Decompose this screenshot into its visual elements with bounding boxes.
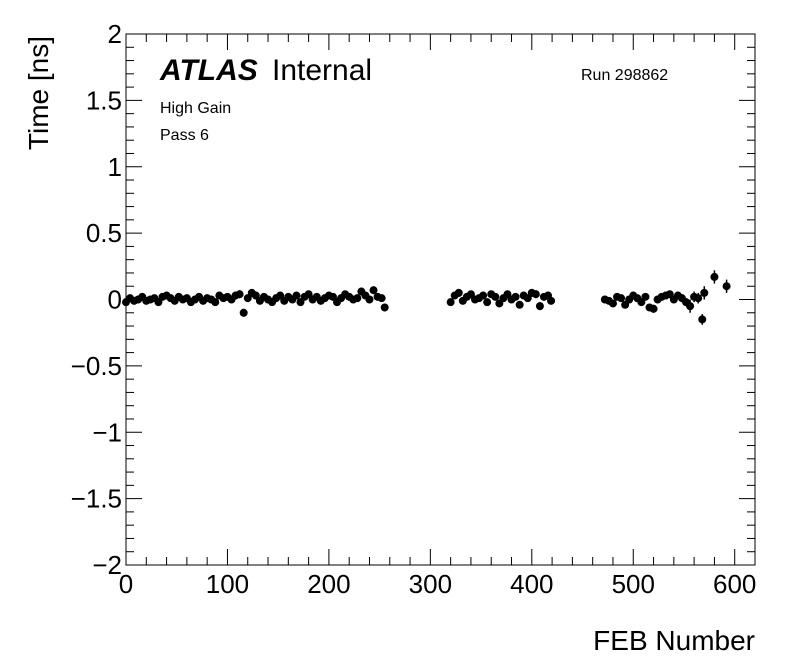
x-tick-label: 400 bbox=[510, 569, 553, 599]
point-marker bbox=[617, 294, 626, 303]
data-point bbox=[353, 294, 362, 303]
data-point bbox=[617, 294, 626, 303]
data-point bbox=[211, 298, 220, 307]
pass-label: Pass 6 bbox=[160, 127, 209, 144]
point-marker bbox=[511, 292, 520, 301]
data-points bbox=[122, 270, 731, 325]
data-point bbox=[369, 286, 378, 295]
point-marker bbox=[483, 298, 492, 307]
point-marker bbox=[547, 296, 556, 305]
data-point bbox=[710, 270, 719, 284]
axis-ticks bbox=[125, 33, 756, 566]
y-tick-label: −2 bbox=[92, 550, 122, 580]
data-point bbox=[531, 290, 540, 299]
data-point bbox=[698, 314, 707, 325]
point-marker bbox=[365, 295, 374, 304]
x-tick-label: 0 bbox=[119, 569, 133, 599]
data-point bbox=[377, 294, 386, 303]
x-tick-label: 100 bbox=[206, 569, 249, 599]
gain-label: High Gain bbox=[160, 100, 231, 117]
data-point bbox=[454, 288, 463, 297]
point-marker bbox=[641, 292, 650, 301]
y-tick-label: 0 bbox=[108, 285, 122, 315]
data-point bbox=[547, 296, 556, 305]
point-marker bbox=[211, 298, 220, 307]
point-marker bbox=[377, 294, 386, 303]
data-point bbox=[479, 291, 488, 300]
x-tick-label: 500 bbox=[612, 569, 655, 599]
point-marker bbox=[515, 300, 524, 309]
point-marker bbox=[531, 290, 540, 299]
point-marker bbox=[454, 288, 463, 297]
data-point bbox=[515, 300, 524, 309]
data-point bbox=[446, 298, 455, 307]
point-marker bbox=[239, 308, 248, 317]
data-point bbox=[649, 304, 658, 313]
data-point bbox=[694, 292, 703, 304]
point-marker bbox=[686, 302, 695, 311]
point-marker bbox=[710, 272, 719, 281]
internal-label: Internal bbox=[272, 54, 372, 87]
x-axis-title: FEB Number bbox=[593, 625, 755, 656]
data-point bbox=[511, 292, 520, 301]
point-marker bbox=[369, 286, 378, 295]
point-marker bbox=[479, 291, 488, 300]
y-tick-label: −1 bbox=[92, 417, 122, 447]
point-marker bbox=[722, 282, 731, 291]
data-point bbox=[722, 279, 731, 293]
point-marker bbox=[446, 298, 455, 307]
point-marker bbox=[698, 315, 707, 324]
point-marker bbox=[292, 291, 301, 300]
data-point bbox=[235, 290, 244, 299]
data-point bbox=[641, 292, 650, 301]
data-point bbox=[251, 291, 260, 300]
data-point bbox=[700, 286, 709, 300]
point-marker bbox=[535, 302, 544, 311]
data-point bbox=[483, 298, 492, 307]
data-point bbox=[365, 295, 374, 304]
atlas-label: ATLAS bbox=[159, 54, 258, 87]
point-marker bbox=[235, 290, 244, 299]
y-axis-title: Time [ns] bbox=[23, 36, 54, 150]
data-point bbox=[686, 299, 695, 313]
point-marker bbox=[353, 294, 362, 303]
data-point bbox=[535, 302, 544, 311]
y-tick-label: −0.5 bbox=[71, 351, 122, 381]
run-label: Run 298862 bbox=[581, 67, 668, 84]
point-marker bbox=[649, 304, 658, 313]
y-tick-label: −1.5 bbox=[71, 484, 122, 514]
point-marker bbox=[380, 303, 389, 312]
data-point bbox=[380, 303, 389, 312]
x-tick-label: 600 bbox=[713, 569, 756, 599]
point-marker bbox=[491, 292, 500, 301]
y-tick-label: 2 bbox=[108, 19, 122, 49]
axis-tick-labels: 0 100 200 300 400 500 600 2 1.5 1 0.5 0 −0.5 −1 −1.5 −2 bbox=[71, 19, 757, 599]
x-tick-label: 200 bbox=[307, 569, 350, 599]
y-tick-label: 1.5 bbox=[86, 85, 122, 115]
point-marker bbox=[700, 288, 709, 297]
data-point bbox=[608, 299, 617, 308]
point-marker bbox=[608, 299, 617, 308]
point-marker bbox=[694, 294, 703, 303]
x-tick-label: 300 bbox=[409, 569, 452, 599]
y-tick-label: 0.5 bbox=[86, 218, 122, 248]
y-tick-label: 1 bbox=[108, 152, 122, 182]
data-point bbox=[491, 292, 500, 301]
data-point bbox=[292, 291, 301, 300]
data-point bbox=[239, 308, 248, 317]
